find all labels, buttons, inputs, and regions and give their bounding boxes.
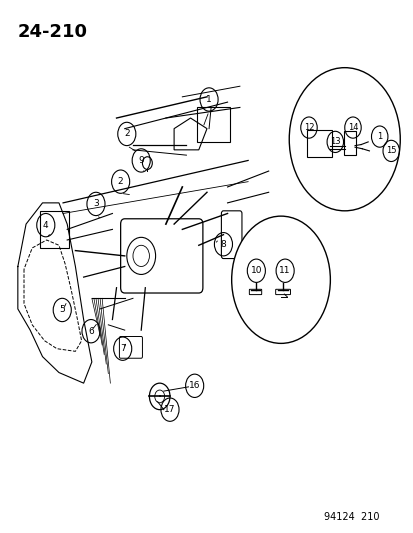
Text: 4: 4 (43, 221, 48, 230)
Text: 1: 1 (206, 95, 211, 104)
Text: 9: 9 (138, 156, 144, 165)
Text: 15: 15 (385, 147, 396, 156)
Text: 14: 14 (347, 123, 357, 132)
Text: 11: 11 (279, 266, 290, 275)
Text: 13: 13 (329, 138, 340, 147)
Text: 8: 8 (220, 240, 226, 249)
Text: 16: 16 (188, 381, 200, 390)
Text: 2: 2 (118, 177, 123, 186)
Circle shape (289, 68, 399, 211)
Text: 1: 1 (376, 132, 382, 141)
Text: 7: 7 (119, 344, 125, 353)
Text: 2: 2 (124, 130, 129, 139)
Circle shape (231, 216, 330, 343)
Text: 3: 3 (93, 199, 99, 208)
Text: 6: 6 (88, 327, 94, 336)
Text: 17: 17 (164, 405, 175, 414)
Text: 12: 12 (303, 123, 313, 132)
Text: 94124  210: 94124 210 (323, 512, 379, 522)
Text: 24-210: 24-210 (18, 22, 88, 41)
Text: 5: 5 (59, 305, 65, 314)
Text: 10: 10 (250, 266, 261, 275)
